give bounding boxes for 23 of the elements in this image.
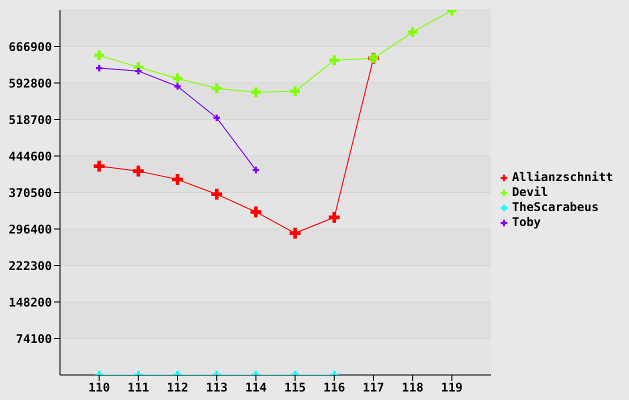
legend-label: Devil [512, 185, 548, 200]
x-tick-label: 113 [206, 380, 228, 395]
x-tick-label: 114 [245, 380, 267, 395]
y-tick-label: 148200 [8, 295, 52, 310]
legend-label: TheScarabeus [512, 200, 599, 215]
x-tick-label: 115 [284, 380, 306, 395]
legend-label: Allianzschnitt [512, 170, 614, 185]
x-tick-label: 112 [166, 380, 188, 395]
y-tick-label: 666900 [8, 40, 52, 54]
x-tick-label: 117 [362, 380, 384, 395]
y-tick-label: 370500 [8, 186, 52, 200]
x-tick-label: 116 [323, 380, 346, 395]
x-tick-label: 111 [128, 380, 150, 395]
y-tick-label: 592800 [8, 76, 52, 90]
legend-label: Toby [512, 215, 541, 230]
y-tick-label: 222300 [8, 258, 52, 273]
y-tick-label: 296400 [8, 222, 52, 236]
x-tick-label: 118 [402, 380, 424, 395]
x-tick-label: 110 [88, 380, 110, 395]
y-tick-label: 74100 [16, 332, 52, 346]
y-tick-label: 518700 [8, 112, 52, 127]
y-tick-label: 444600 [8, 149, 52, 164]
x-tick-label: 119 [440, 380, 463, 395]
